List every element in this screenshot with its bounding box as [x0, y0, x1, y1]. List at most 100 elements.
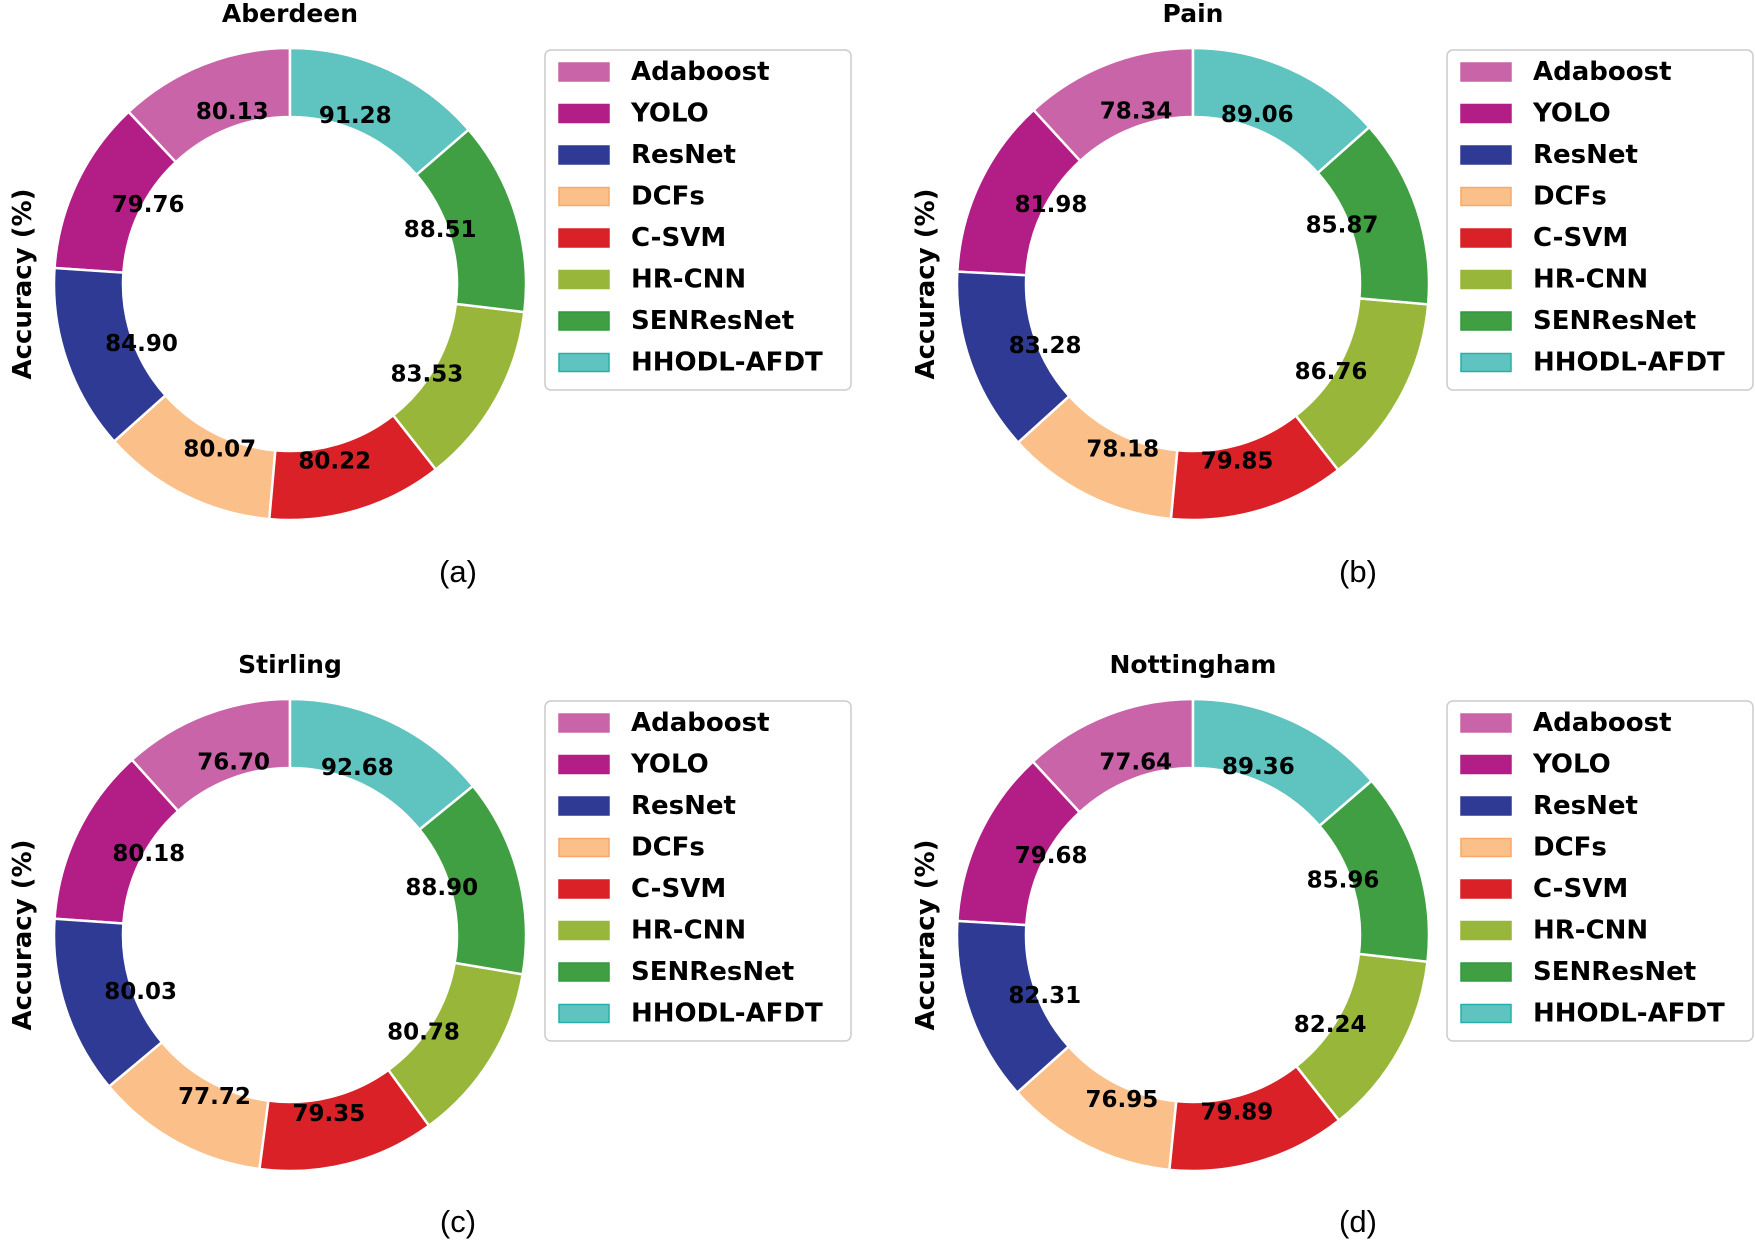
legend-swatch-c-svm: [1460, 228, 1512, 248]
legend-swatch-dcfs: [1460, 186, 1512, 207]
legend-swatch-adaboost: [1460, 62, 1512, 82]
legend-label-hhodl-afdt: HHODL-AFDT: [631, 348, 823, 378]
legend-label-hr-cnn: HR-CNN: [1533, 916, 1648, 946]
legend-swatch-c-svm: [558, 879, 610, 899]
legend-label-c-svm: C-SVM: [1533, 223, 1628, 253]
legend-label-c-svm: C-SVM: [631, 223, 726, 253]
legend-label-adaboost: Adaboost: [1533, 57, 1672, 87]
legend-label-adaboost: Adaboost: [631, 708, 770, 738]
legend-label-resnet: ResNet: [631, 791, 736, 821]
legend-swatch-dcfs: [558, 837, 610, 858]
legend-swatch-yolo: [558, 103, 610, 124]
donut-panel-nottingham: Nottingham Accuracy (%) 77.64 79.68 82.31 76.…: [911, 650, 1754, 1239]
legend-swatch-dcfs: [1460, 837, 1512, 858]
legend-label-c-svm: C-SVM: [1533, 874, 1628, 904]
value-label-hhodl-afdt: 89.36: [1222, 754, 1295, 780]
legend-swatch-c-svm: [558, 228, 610, 248]
value-label-hr-cnn: 82.24: [1294, 1012, 1367, 1038]
legend: Adaboost YOLO ResNet DCFs C-SVM HR-CNN SENResN…: [544, 700, 852, 1042]
value-label-senresnet: 88.90: [405, 875, 478, 901]
legend-swatch-hr-cnn: [1460, 269, 1512, 290]
legend-label-hr-cnn: HR-CNN: [631, 265, 746, 295]
legend-label-senresnet: SENResNet: [631, 306, 794, 336]
value-label-yolo: 79.68: [1015, 843, 1088, 869]
legend-swatch-adaboost: [558, 713, 610, 733]
legend-label-hr-cnn: HR-CNN: [1533, 265, 1648, 295]
panel-title: Aberdeen: [222, 0, 358, 28]
value-label-c-svm: 80.22: [298, 448, 371, 474]
legend-swatch-senresnet: [558, 962, 610, 982]
legend-label-yolo: YOLO: [630, 750, 709, 780]
legend-label-adaboost: Adaboost: [631, 57, 770, 87]
legend-swatch-senresnet: [1460, 311, 1512, 331]
legend-swatch-dcfs: [558, 186, 610, 207]
legend: Adaboost YOLO ResNet DCFs C-SVM HR-CNN SENResN…: [1446, 700, 1754, 1042]
legend-swatch-hhodl-afdt: [1460, 1003, 1512, 1024]
legend-label-hhodl-afdt: HHODL-AFDT: [1533, 348, 1725, 378]
value-label-dcfs: 80.07: [183, 436, 256, 462]
legend-swatch-resnet: [558, 796, 610, 816]
legend: Adaboost YOLO ResNet DCFs C-SVM HR-CNN SENResN…: [1446, 49, 1754, 391]
legend-swatch-hhodl-afdt: [558, 352, 610, 373]
donut-slice-hhodl-afdt: [288, 697, 475, 832]
panel-title: Nottingham: [1110, 650, 1277, 679]
panel-title: Pain: [1163, 0, 1224, 28]
value-label-adaboost: 78.34: [1100, 99, 1173, 125]
value-label-senresnet: 85.96: [1307, 867, 1380, 893]
value-label-yolo: 81.98: [1015, 192, 1088, 218]
legend-swatch-resnet: [1460, 145, 1512, 165]
legend-swatch-yolo: [1460, 754, 1512, 775]
legend-swatch-adaboost: [1460, 713, 1512, 733]
donut-slice-hhodl-afdt: [1191, 46, 1372, 175]
legend-swatch-c-svm: [1460, 879, 1512, 899]
value-label-dcfs: 77.72: [178, 1084, 251, 1110]
legend-swatch-hr-cnn: [558, 269, 610, 290]
y-axis-label: Accuracy (%): [911, 188, 941, 379]
legend-swatch-hhodl-afdt: [558, 1003, 610, 1024]
value-label-hhodl-afdt: 92.68: [321, 755, 394, 781]
legend-frame: [544, 700, 852, 1042]
donut-panel-stirling: Stirling Accuracy (%) 76.70 80.18 80.03 77.72…: [8, 650, 852, 1239]
value-label-adaboost: 77.64: [1099, 750, 1172, 776]
panel-caption: (c): [440, 1204, 476, 1239]
legend-label-adaboost: Adaboost: [1533, 708, 1672, 738]
legend-frame: [544, 49, 852, 391]
legend-label-senresnet: SENResNet: [631, 957, 794, 987]
value-label-adaboost: 80.13: [196, 99, 269, 125]
legend: Adaboost YOLO ResNet DCFs C-SVM HR-CNN SENResN…: [544, 49, 852, 391]
legend-swatch-yolo: [1460, 103, 1512, 124]
value-label-yolo: 79.76: [112, 192, 185, 218]
legend-label-yolo: YOLO: [1532, 750, 1611, 780]
legend-swatch-hr-cnn: [558, 920, 610, 941]
value-label-resnet: 84.90: [105, 331, 178, 357]
legend-label-resnet: ResNet: [1533, 791, 1638, 821]
y-axis-label: Accuracy (%): [8, 188, 38, 379]
legend-swatch-yolo: [558, 754, 610, 775]
legend-label-hhodl-afdt: HHODL-AFDT: [1533, 999, 1725, 1029]
legend-frame: [1446, 49, 1754, 391]
value-label-hr-cnn: 83.53: [390, 362, 463, 388]
value-label-resnet: 83.28: [1009, 333, 1082, 359]
y-axis-label: Accuracy (%): [8, 839, 38, 1030]
value-label-adaboost: 76.70: [197, 749, 270, 775]
y-axis-label: Accuracy (%): [911, 839, 941, 1030]
legend-label-hr-cnn: HR-CNN: [631, 916, 746, 946]
value-label-resnet: 80.03: [104, 979, 177, 1005]
value-label-c-svm: 79.35: [292, 1101, 365, 1127]
value-label-senresnet: 85.87: [1306, 213, 1379, 239]
value-label-hhodl-afdt: 89.06: [1221, 102, 1294, 128]
legend-swatch-senresnet: [558, 311, 610, 331]
value-label-c-svm: 79.85: [1201, 449, 1274, 475]
value-label-hhodl-afdt: 91.28: [319, 103, 392, 129]
value-label-senresnet: 88.51: [404, 217, 477, 243]
value-label-resnet: 82.31: [1008, 983, 1081, 1009]
legend-label-dcfs: DCFs: [1533, 182, 1607, 212]
legend-label-senresnet: SENResNet: [1533, 957, 1696, 987]
legend-label-senresnet: SENResNet: [1533, 306, 1696, 336]
value-label-c-svm: 79.89: [1201, 1100, 1274, 1126]
value-label-hr-cnn: 86.76: [1295, 359, 1368, 385]
legend-label-resnet: ResNet: [631, 140, 736, 170]
donut-panel-aberdeen: Aberdeen Accuracy (%) 80.13 79.76 84.90 80.07…: [8, 0, 852, 589]
legend-label-hhodl-afdt: HHODL-AFDT: [631, 999, 823, 1029]
